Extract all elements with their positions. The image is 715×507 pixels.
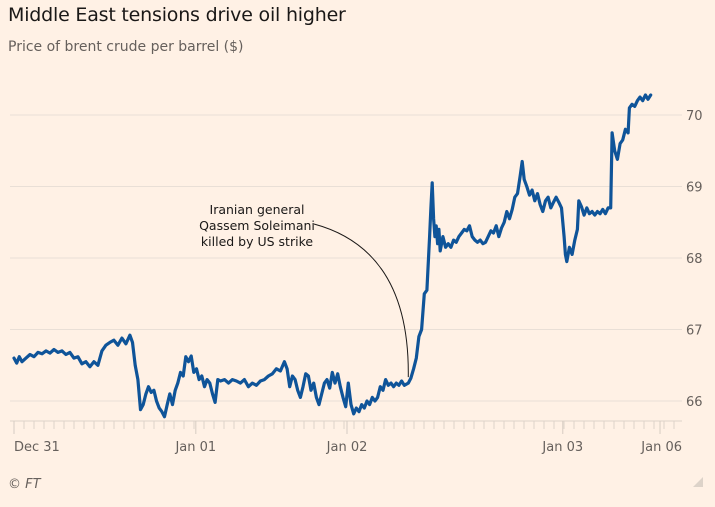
series-line-brent-crude xyxy=(12,93,653,419)
y-axis: 66 67 68 69 70 xyxy=(686,109,703,410)
annotation-leader-line xyxy=(313,223,409,378)
source-credit: © FT xyxy=(8,477,41,492)
annotation: Iranian general Qassem Soleimani killed … xyxy=(199,202,409,378)
x-tick-label: Dec 31 xyxy=(14,440,60,455)
x-tick-label: Jan 02 xyxy=(326,440,368,455)
gridlines xyxy=(10,114,682,402)
x-tick-label: Jan 03 xyxy=(541,440,583,455)
x-tick-label: Jan 06 xyxy=(640,440,682,455)
x-axis: Dec 31 Jan 01 Jan 02 Jan 03 Jan 06 xyxy=(10,420,682,455)
chart-subtitle: Price of brent crude per barrel ($) xyxy=(8,39,244,55)
y-tick-label: 68 xyxy=(686,252,703,267)
resize-handle[interactable] xyxy=(693,477,703,487)
x-tick-label: Jan 01 xyxy=(174,440,216,455)
annotation-line-1: Iranian general xyxy=(210,202,305,217)
annotation-line-2: Qassem Soleimani xyxy=(199,218,315,233)
y-tick-label: 67 xyxy=(686,324,703,339)
annotation-line-3: killed by US strike xyxy=(201,234,313,249)
y-tick-label: 70 xyxy=(686,109,703,124)
y-tick-label: 66 xyxy=(686,395,703,410)
chart-title: Middle East tensions drive oil higher xyxy=(8,4,346,26)
y-tick-label: 69 xyxy=(686,181,703,196)
